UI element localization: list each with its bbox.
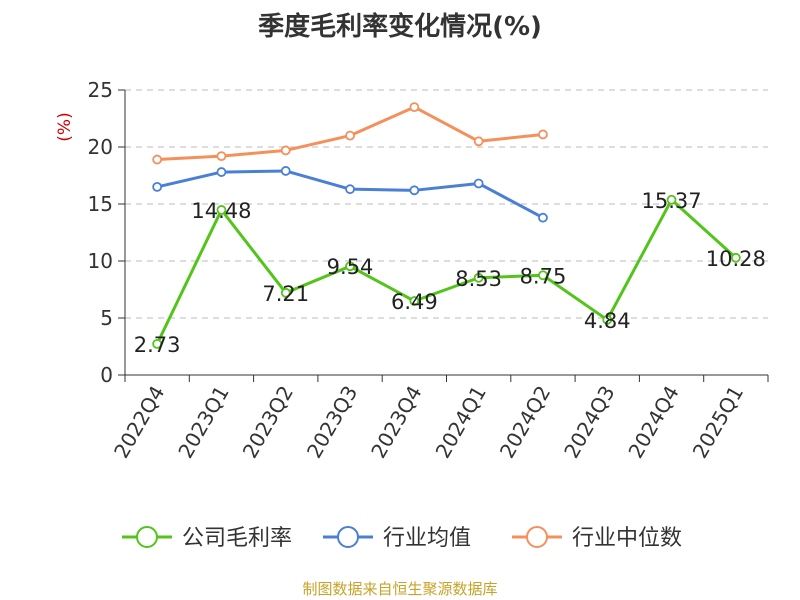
series-lines [152,102,741,349]
data-point [345,184,355,195]
y-tick-label: 10 [88,249,113,273]
data-point [409,185,420,196]
y-tick-label: 25 [88,78,113,102]
data-point [538,129,548,140]
x-tick-label: 2023Q3 [302,382,362,463]
data-labels: 2.73 14.48 7.21 9.54 6.49 8.53 8.75 4.84 15.37 10… [134,189,766,357]
data-label: 6.49 [391,290,438,314]
x-tick-label: 2024Q1 [431,382,491,463]
data-point [345,261,355,272]
chart-title: 季度毛利率变化情况(%) [258,12,542,42]
x-tick-label: 2024Q2 [495,382,555,463]
x-tick-label: 2025Q1 [688,382,748,463]
data-label: 14.48 [191,199,251,223]
x-tick-label: 2024Q3 [559,382,619,463]
data-label: 7.21 [262,282,309,306]
data-point [473,136,484,147]
data-point [216,205,227,215]
legend-label: 行业中位数 [572,526,682,551]
data-point [538,270,548,281]
data-label: 9.54 [327,255,374,279]
data-point [409,102,420,112]
x-tick-label: 2023Q1 [173,382,233,463]
legend-swatch-marker [136,526,158,548]
x-tick-label: 2022Q4 [109,382,169,463]
data-point [409,296,420,306]
data-point [538,212,548,223]
data-point [473,178,484,189]
data-point [152,181,163,192]
y-axis-label: (%) [55,112,75,141]
legend: 公司毛利率 行业均值 行业中位数 [122,526,682,551]
x-tick-label: 2023Q2 [238,382,298,463]
data-label: 15.37 [641,189,701,213]
series-line [155,198,737,345]
data-label: 8.53 [455,267,502,291]
data-point [473,272,484,283]
data-point [730,252,741,263]
legend-swatch-marker [526,526,548,548]
data-label: 10.28 [706,247,766,271]
y-tick-label: 0 [100,363,113,387]
data-point [152,338,163,349]
data-label: 4.84 [584,309,631,333]
legend-label: 行业均值 [383,526,471,551]
legend-swatch-marker [337,526,359,548]
data-point [602,314,613,325]
y-tick-label: 5 [100,306,113,330]
data-label: 8.75 [520,264,567,288]
grid-lines [125,89,768,319]
y-tick-label: 15 [88,192,113,216]
data-point [280,145,291,156]
x-tick-label: 2024Q4 [623,382,683,463]
y-tick-label: 20 [88,135,113,159]
x-tick-label: 2023Q4 [366,382,426,463]
data-point [280,287,291,298]
data-point [666,194,677,205]
source-note: 制图数据来自恒生聚源数据库 [302,580,498,598]
data-point [216,167,227,177]
legend-label: 公司毛利率 [182,526,292,551]
data-label: 2.73 [134,333,181,357]
data-point [280,166,291,176]
data-point [216,151,227,162]
data-point [152,154,163,165]
data-point [345,130,355,141]
